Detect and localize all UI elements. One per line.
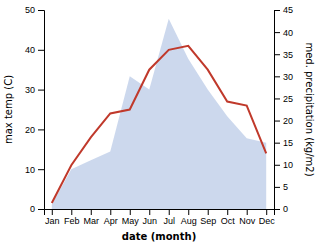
tick: 35 bbox=[274, 50, 293, 60]
marks bbox=[52, 19, 266, 209]
tick-label: Jun bbox=[142, 216, 157, 226]
area bbox=[52, 19, 266, 209]
tick-mark bbox=[38, 209, 44, 210]
tick: 45 bbox=[274, 5, 293, 15]
tick: Mar bbox=[84, 209, 100, 226]
tick-label: 20 bbox=[283, 116, 293, 126]
tick-mark bbox=[274, 121, 280, 122]
x-axis: Jan Feb Mar Apr MayJun Jul AugSep OctNovDec bbox=[45, 209, 276, 226]
tick: 40 bbox=[25, 45, 44, 55]
tick: Jan bbox=[45, 209, 60, 226]
tick-mark bbox=[266, 209, 267, 215]
tick: 10 bbox=[274, 160, 293, 170]
tick-mark bbox=[130, 209, 131, 215]
tick: 5 bbox=[274, 182, 288, 192]
tick-label: 0 bbox=[283, 204, 288, 214]
y-axis-title: max temp (C) bbox=[3, 75, 14, 144]
tick-mark bbox=[188, 209, 189, 215]
tick: 30 bbox=[25, 85, 44, 95]
tick-mark bbox=[274, 54, 280, 55]
tick: 0 bbox=[30, 204, 44, 214]
tick: Sep bbox=[200, 209, 216, 226]
tick-mark bbox=[38, 90, 44, 91]
y2-axis-title: med. precipitation (kg/m2) bbox=[304, 42, 315, 176]
y-axis: 0 10 20 30 40 50 bbox=[25, 5, 45, 214]
tick-label: 40 bbox=[283, 27, 293, 37]
tick-mark bbox=[227, 209, 228, 215]
tick-mark bbox=[247, 209, 248, 215]
tick-label: Jul bbox=[163, 216, 175, 226]
tick-label: Aug bbox=[181, 216, 197, 226]
tick: 15 bbox=[274, 138, 293, 148]
tick-mark bbox=[274, 10, 280, 11]
tick: Nov bbox=[239, 209, 256, 226]
tick-label: Dec bbox=[259, 216, 276, 226]
tick-mark bbox=[38, 10, 44, 11]
tick-label: Oct bbox=[221, 216, 236, 226]
tick-mark bbox=[38, 129, 44, 130]
tick-mark bbox=[274, 165, 280, 166]
tick: 50 bbox=[25, 5, 44, 15]
tick-label: Jan bbox=[45, 216, 60, 226]
tick-label: 30 bbox=[25, 85, 35, 95]
tick-label: 35 bbox=[283, 50, 293, 60]
line bbox=[52, 46, 266, 203]
tick-mark bbox=[91, 209, 92, 215]
tick-label: 50 bbox=[25, 5, 35, 15]
tick: 10 bbox=[25, 165, 44, 175]
tick-mark bbox=[274, 98, 280, 99]
tick: 0 bbox=[274, 204, 288, 214]
tick: Feb bbox=[64, 209, 80, 226]
tick-mark bbox=[110, 209, 111, 215]
tick-mark bbox=[38, 50, 44, 51]
tick-mark bbox=[274, 209, 280, 210]
tick-label: 40 bbox=[25, 45, 35, 55]
tick-label: 30 bbox=[283, 72, 293, 82]
tick-mark bbox=[274, 76, 280, 77]
tick-mark bbox=[38, 169, 44, 170]
y2-axis: 0 5 10 15 20 25 30 35 40 45 bbox=[274, 5, 293, 214]
tick-label: Nov bbox=[239, 216, 256, 226]
tick: Jul bbox=[163, 209, 175, 226]
tick-label: 20 bbox=[25, 125, 35, 135]
tick: May bbox=[122, 209, 140, 226]
tick: Apr bbox=[104, 209, 118, 226]
tick-label: Apr bbox=[104, 216, 118, 226]
chart: Jan Feb Mar Apr MayJun Jul AugSep OctNovDec 0 10 2… bbox=[0, 0, 318, 247]
tick-label: Feb bbox=[64, 216, 80, 226]
tick-mark bbox=[274, 32, 280, 33]
tick: Oct bbox=[221, 209, 236, 226]
tick-label: 45 bbox=[283, 5, 293, 15]
tick: Jun bbox=[142, 209, 157, 226]
tick-label: May bbox=[122, 216, 140, 226]
plot: Jan Feb Mar Apr MayJun Jul AugSep OctNovDec 0 10 2… bbox=[3, 5, 315, 242]
tick-label: 0 bbox=[30, 204, 35, 214]
x-axis-title: date (month) bbox=[122, 231, 196, 242]
tick-label: Mar bbox=[84, 216, 100, 226]
tick-label: 10 bbox=[283, 160, 293, 170]
tick-mark bbox=[274, 187, 280, 188]
tick: Dec bbox=[259, 209, 276, 226]
tick-label: Sep bbox=[200, 216, 216, 226]
tick: 20 bbox=[25, 125, 44, 135]
tick: 25 bbox=[274, 94, 293, 104]
tick: 20 bbox=[274, 116, 293, 126]
tick: Aug bbox=[181, 209, 197, 226]
tick: 30 bbox=[274, 72, 293, 82]
tick-mark bbox=[149, 209, 150, 215]
tick-mark bbox=[274, 143, 280, 144]
tick-label: 10 bbox=[25, 165, 35, 175]
tick-mark bbox=[169, 209, 170, 215]
tick-mark bbox=[208, 209, 209, 215]
tick-label: 15 bbox=[283, 138, 293, 148]
x-axis-line bbox=[45, 210, 275, 216]
y-axis-line bbox=[38, 11, 45, 210]
tick-mark bbox=[52, 209, 53, 215]
tick-mark bbox=[71, 209, 72, 215]
y2-axis-line bbox=[275, 11, 281, 210]
tick: 40 bbox=[274, 27, 293, 37]
tick-label: 5 bbox=[283, 182, 288, 192]
tick-label: 25 bbox=[283, 94, 293, 104]
